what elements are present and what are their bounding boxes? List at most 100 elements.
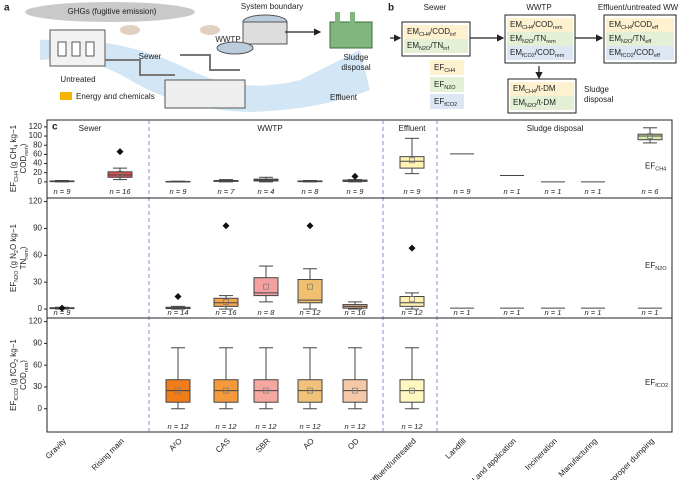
text-segment: inf: [450, 32, 456, 38]
y-axis-label-line: CODrem): [19, 143, 30, 173]
text-segment: N2O: [525, 103, 537, 109]
mean: [409, 296, 415, 303]
n-label: n = 12: [299, 308, 321, 317]
panel-letter: b: [388, 3, 394, 14]
mean: [175, 387, 181, 394]
y-tick-label: 120: [29, 122, 43, 131]
text-segment: CH4: [655, 167, 666, 173]
row-label: EFCH4: [645, 162, 666, 173]
group-label: Effluent: [399, 124, 427, 133]
text-segment: CH4: [444, 68, 455, 74]
legend-swatch: [430, 60, 464, 75]
outlier: [222, 222, 230, 230]
y-tick-label: 30: [33, 277, 42, 286]
formula: EMN2O/TNeff: [609, 34, 652, 45]
x-tick-label: Land application: [470, 437, 518, 480]
text-segment: EF: [9, 401, 18, 411]
box: [253, 277, 279, 297]
outlier: [408, 244, 416, 252]
text-segment: CH4: [621, 25, 632, 31]
text-segment: fCO2: [522, 53, 535, 59]
ef-band: [606, 18, 674, 32]
label: GHGs (fugitive emission): [68, 7, 157, 16]
text-segment: O kg−1: [9, 223, 18, 250]
text-segment: (g CH: [9, 148, 18, 171]
text-segment: fCO2: [655, 383, 668, 389]
text-segment: rem: [24, 362, 30, 372]
group-label: Sludge disposal: [527, 124, 584, 133]
text-segment: EM: [609, 48, 621, 57]
n-label: n = 9: [454, 187, 472, 196]
x-tick-label: CAS: [214, 437, 232, 455]
outlier: [58, 304, 66, 312]
text-segment: 4: [14, 145, 20, 148]
mean: [223, 299, 229, 305]
label: Sewer: [139, 52, 162, 61]
formula: EMfCO2/CODeff: [609, 48, 660, 59]
text-segment: eff: [645, 39, 651, 45]
text-segment: CH4: [419, 32, 430, 38]
outlier: [351, 172, 359, 180]
n-label: n = 12: [344, 422, 366, 431]
process-box: [504, 14, 576, 64]
text-segment: (g fCO: [9, 362, 18, 388]
n-label: n = 12: [401, 308, 423, 317]
n-label: n = 12: [401, 422, 423, 431]
y-tick-label: 20: [33, 168, 42, 177]
formula: EMN2O/TNrem: [510, 34, 556, 45]
text-segment: /t-DM: [536, 84, 556, 93]
box: [637, 133, 663, 141]
text-segment: /COD: [535, 48, 555, 57]
x-tick-label: Gravity: [44, 437, 68, 461]
n-label: n = 16: [215, 308, 237, 317]
formula: EMN2O/TNinf: [407, 41, 449, 52]
y-axis-label-line: EFN2O (g N2O kg−1: [9, 223, 20, 292]
text-segment: N2O: [419, 46, 431, 52]
x-tick-label: SBR: [254, 436, 272, 454]
text-segment: fCO2: [621, 53, 634, 59]
outlier: [306, 222, 314, 230]
x-tick-label: Effluent/untreated: [367, 437, 418, 480]
y-tick-label: 80: [33, 140, 42, 149]
text-segment: ): [19, 360, 28, 363]
text-segment: 2: [14, 250, 20, 253]
ef-band: [510, 96, 574, 110]
text-segment: TN: [19, 259, 28, 270]
mean: [223, 387, 229, 394]
n-label: n = 7: [218, 187, 236, 196]
formula: EMCH4/CODrem: [510, 20, 563, 31]
formula: EMfCO2/CODrem: [510, 48, 565, 59]
n-label: n = 12: [167, 422, 189, 431]
text-segment: COD: [19, 372, 28, 390]
label: Sewer: [424, 3, 447, 12]
y-tick-label: 120: [29, 197, 43, 206]
mean: [307, 387, 313, 394]
mean: [117, 170, 123, 177]
label: System boundary: [241, 2, 303, 11]
x-tick-label: Incineration: [523, 437, 559, 473]
process-box: [401, 21, 471, 57]
n-label: n = 1: [454, 308, 471, 317]
text-segment: kg−1: [9, 339, 18, 359]
text-segment: 2: [14, 359, 20, 362]
label: Energy and chemicals: [76, 92, 155, 101]
text-segment: EM: [513, 84, 525, 93]
n-label: n = 12: [215, 422, 237, 431]
x-tick-label: Improper dumping: [604, 437, 656, 480]
n-label: n = 1: [545, 187, 562, 196]
y-tick-label: 30: [33, 382, 42, 391]
label: WWTP: [526, 3, 551, 12]
y-tick-label: 40: [33, 159, 42, 168]
mean: [409, 387, 415, 394]
text-segment: N2O: [14, 270, 20, 282]
n-label: n = 9: [347, 187, 365, 196]
ef-band: [507, 46, 573, 60]
ef-band: [404, 25, 468, 39]
y-tick-label: 60: [33, 149, 42, 158]
n-label: n = 16: [344, 308, 366, 317]
text-segment: rem: [553, 25, 563, 31]
n-label: n = 1: [585, 308, 602, 317]
